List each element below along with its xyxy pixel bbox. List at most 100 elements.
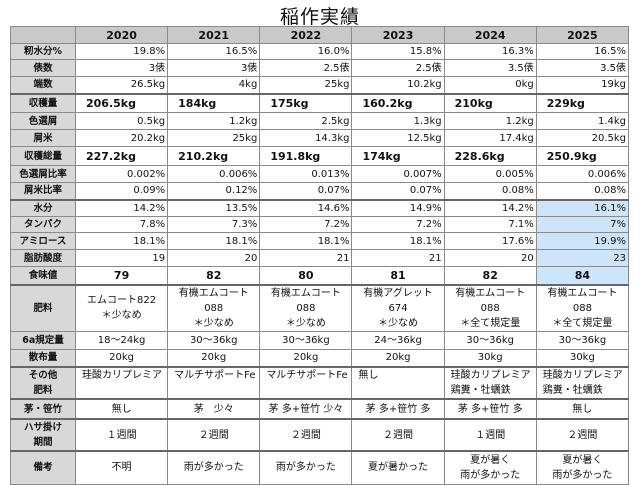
table-cell: 7.2% bbox=[351, 216, 445, 233]
table-cell: 14.9% bbox=[351, 198, 445, 217]
table-cell: 30〜36kg bbox=[535, 330, 630, 350]
table-cell: 14.2% bbox=[74, 198, 169, 217]
table-cell: 0.12% bbox=[167, 182, 261, 200]
table-cell: 夏が暑かった bbox=[351, 450, 445, 485]
table-row: 屑米比率 0.09% 0.12% 0.07% 0.07% 0.08% 0.08% bbox=[10, 182, 630, 200]
table-row: 収穫量 206.5kg 184kg 175kg 160.2kg 210kg 229kg bbox=[10, 92, 630, 113]
table-cell: 25kg bbox=[167, 129, 261, 147]
table-row: 水分 14.2% 13.5% 14.6% 14.9% 14.2% 16.1% bbox=[10, 198, 630, 217]
row-label: タンパク bbox=[10, 216, 76, 233]
table-cell: 25kg bbox=[259, 76, 353, 94]
table-cell: 夏が暑く 雨が多かった bbox=[535, 450, 630, 485]
row-label: 屑米 bbox=[10, 129, 76, 147]
table-cell: 0.013% bbox=[259, 165, 353, 183]
table-cell: 80 bbox=[259, 266, 353, 285]
table-cell: 無し bbox=[74, 398, 169, 420]
table-cell: 19.8% bbox=[74, 43, 169, 60]
row-label: アミロース bbox=[10, 232, 76, 250]
table-cell: 16.5% bbox=[167, 43, 261, 60]
table-cell: 84 bbox=[535, 266, 630, 285]
table-cell: 227.2kg bbox=[74, 146, 169, 166]
table-cell: 26.5kg bbox=[74, 76, 169, 94]
table-cell: 17.6% bbox=[443, 232, 537, 250]
table-row: 散布量 20kg 20kg 20kg 20kg 30kg 30kg bbox=[10, 348, 630, 368]
table-cell: マルチサポートFe bbox=[167, 366, 261, 400]
table-cell: ２週間 bbox=[535, 418, 630, 452]
table-cell: 7% bbox=[535, 216, 630, 233]
table-cell: 18.1% bbox=[167, 232, 261, 250]
table-cell: 16.1% bbox=[535, 198, 630, 217]
table-row: 色選屑比率 0.002% 0.006% 0.013% 0.007% 0.005% 0.006… bbox=[10, 165, 630, 183]
row-label: 水分 bbox=[10, 198, 76, 217]
table-cell: 206.5kg bbox=[74, 92, 169, 113]
table-cell: ２週間 bbox=[167, 418, 261, 452]
table-cell: 14.6% bbox=[259, 198, 353, 217]
table-cell: １週間 bbox=[74, 418, 169, 452]
table-row: 食味値 79 82 80 81 82 84 bbox=[10, 266, 630, 285]
table-cell: 7.3% bbox=[167, 216, 261, 233]
table-row: 俵数 3俵 3俵 2.5俵 2.5俵 3.5俵 3.5俵 bbox=[10, 59, 630, 77]
year-header: 2020 bbox=[74, 26, 169, 44]
table-cell: １週間 bbox=[443, 418, 537, 452]
table-cell: 14.3kg bbox=[259, 129, 353, 147]
table-row: 収穫総量 227.2kg 210.2kg 191.8kg 174kg 228.6kg 250… bbox=[10, 146, 630, 166]
table-cell: 30kg bbox=[443, 348, 537, 368]
row-label: その他 肥料 bbox=[10, 366, 76, 400]
table-cell: ２週間 bbox=[351, 418, 445, 452]
table-cell: 雨が多かった bbox=[167, 450, 261, 485]
table-cell: 1.4kg bbox=[535, 112, 630, 130]
table-cell: マルチサポートFe bbox=[259, 366, 353, 400]
table-cell: 18.1% bbox=[351, 232, 445, 250]
table-cell: 228.6kg bbox=[443, 146, 537, 166]
table-cell: 21 bbox=[351, 249, 445, 267]
page-title: 稲作実績 bbox=[279, 6, 360, 28]
table-cell: 20 bbox=[167, 249, 261, 267]
table-cell: 30kg bbox=[535, 348, 630, 368]
table-cell: ２週間 bbox=[259, 418, 353, 452]
table-cell: 0.07% bbox=[351, 182, 445, 200]
table-cell: 1.2kg bbox=[167, 112, 261, 130]
table-row: 籾水分% 19.8% 16.5% 16.0% 15.8% 16.3% 16.5% bbox=[10, 43, 630, 60]
table-cell: 0.08% bbox=[443, 182, 537, 200]
table-cell: 0kg bbox=[443, 76, 537, 94]
table-cell: 有機アグレット674 ＊少なめ bbox=[351, 283, 445, 332]
table-cell: 160.2kg bbox=[351, 92, 445, 113]
table-cell: 20.5kg bbox=[535, 129, 630, 147]
row-label: 色選屑 bbox=[10, 112, 76, 130]
table-cell: 81 bbox=[351, 266, 445, 285]
rice-results-table: 2020 2021 2022 2023 2024 2025 籾水分% 19.8% 16.5% 1… bbox=[10, 26, 630, 485]
year-header: 2022 bbox=[259, 26, 353, 44]
year-header: 2024 bbox=[443, 26, 537, 44]
table-cell: 7.2% bbox=[259, 216, 353, 233]
table-row: 茅・笹竹 無し茅 少々茅 多+笹竹 少々茅 多+笹竹 多茅 多+笹竹 多無し bbox=[10, 398, 630, 420]
table-cell: 23 bbox=[535, 249, 630, 267]
table-cell: 191.8kg bbox=[259, 146, 353, 166]
row-label: 俵数 bbox=[10, 59, 76, 77]
table-cell: 210.2kg bbox=[167, 146, 261, 166]
table-cell: 茅 多+笹竹 多 bbox=[443, 398, 537, 420]
table-cell: 0.08% bbox=[535, 182, 630, 200]
table-cell: 無し bbox=[535, 398, 630, 420]
table-cell: 16.5% bbox=[535, 43, 630, 60]
table-cell: 210kg bbox=[443, 92, 537, 113]
table-cell: 2.5俵 bbox=[351, 59, 445, 77]
table-cell: 17.4kg bbox=[443, 129, 537, 147]
table-cell: 珪酸カリプレミア 鶏糞・牡蠣鉄 bbox=[535, 366, 630, 400]
table-row: その他 肥料 珪酸カリプレミア マルチサポートFe マルチサポートFe 無し 珪酸カリプレ… bbox=[10, 366, 630, 400]
table-cell: 3俵 bbox=[74, 59, 169, 77]
table-cell: 13.5% bbox=[167, 198, 261, 217]
table-cell: 0.006% bbox=[535, 165, 630, 183]
year-header: 2021 bbox=[167, 26, 261, 44]
table-cell: 有機エムコート088 ＊全て規定量 bbox=[535, 283, 630, 332]
table-cell: 2.5kg bbox=[259, 112, 353, 130]
table-cell: 3.5俵 bbox=[535, 59, 630, 77]
table-cell: 雨が多かった bbox=[259, 450, 353, 485]
table-cell: 15.8% bbox=[351, 43, 445, 60]
table-row: 6a規定量 18〜24kg 30〜36kg 30〜36kg 24〜36kg 30〜36kg… bbox=[10, 330, 630, 350]
table-cell: 18.1% bbox=[259, 232, 353, 250]
table-row: 色選屑 0.5kg 1.2kg 2.5kg 1.3kg 1.2kg 1.4kg bbox=[10, 112, 630, 130]
table-cell: 3.5俵 bbox=[443, 59, 537, 77]
table-cell: 0.007% bbox=[351, 165, 445, 183]
table-cell: 不明 bbox=[74, 450, 169, 485]
table-cell: 82 bbox=[167, 266, 261, 285]
